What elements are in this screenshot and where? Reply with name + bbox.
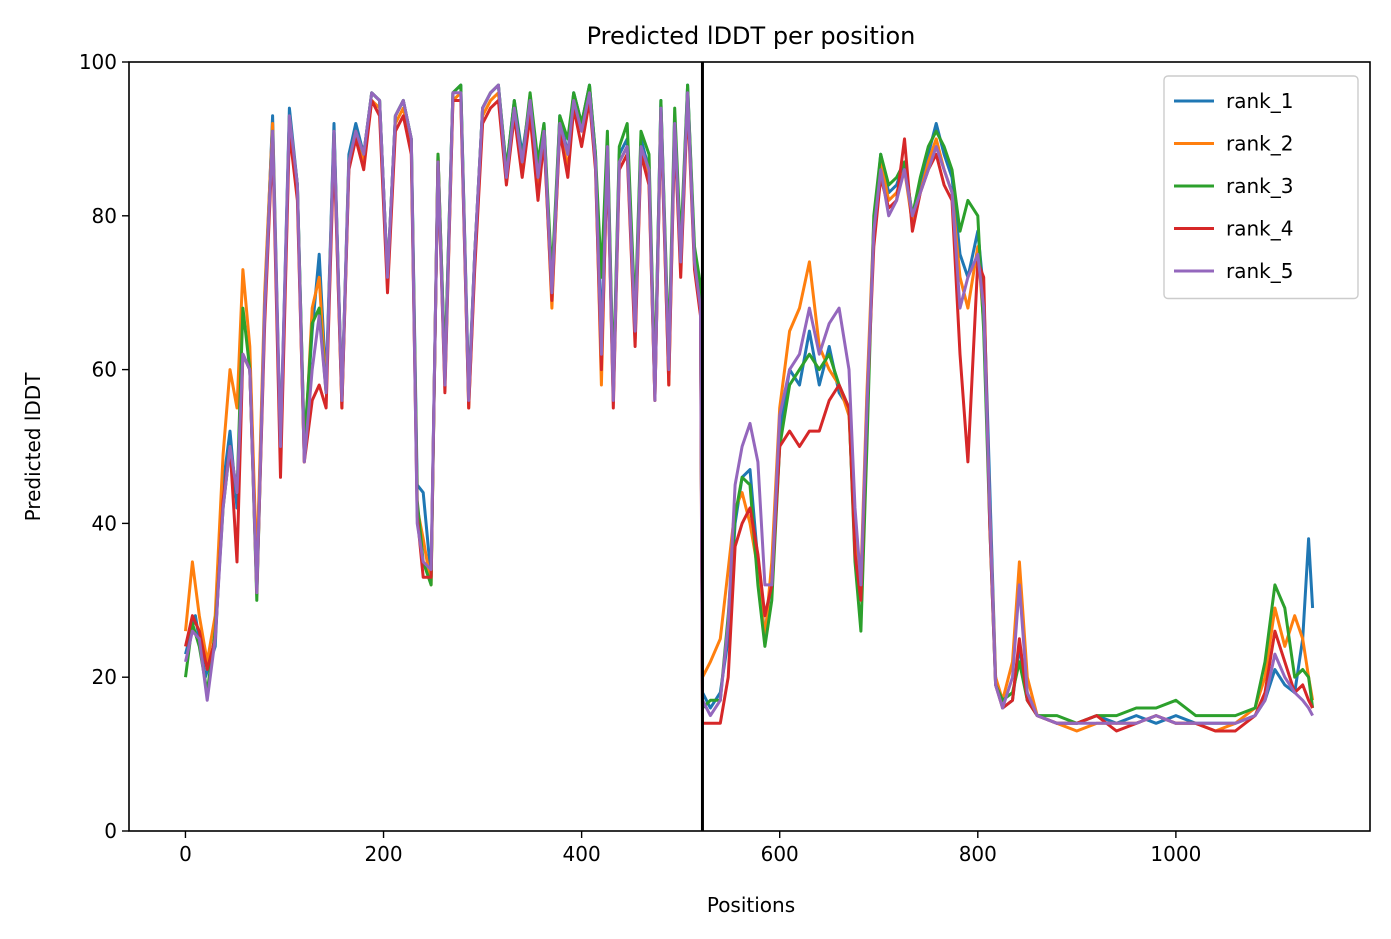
y-tick-label: 20 bbox=[92, 665, 117, 689]
series-line-rank_1 bbox=[184, 83, 1315, 725]
y-tick-label: 80 bbox=[92, 204, 117, 228]
legend: rank_1 rank_2 rank_3 rank_4 rank_5 bbox=[1163, 75, 1359, 300]
series-line-rank_3 bbox=[184, 83, 1315, 725]
legend-label: rank_5 bbox=[1226, 259, 1293, 283]
x-axis-ticks: 0 200 400 600 800 1000 bbox=[179, 831, 1201, 866]
x-tick-label: 400 bbox=[563, 842, 601, 866]
legend-label: rank_1 bbox=[1226, 89, 1293, 113]
y-tick-label: 40 bbox=[92, 511, 117, 535]
x-tick-label: 800 bbox=[959, 842, 997, 866]
plot-frame bbox=[128, 61, 1371, 832]
y-axis-ticks: 0 20 40 60 80 100 bbox=[79, 50, 129, 843]
series-layer bbox=[184, 83, 1315, 733]
x-tick-label: 600 bbox=[761, 842, 799, 866]
y-tick-label: 0 bbox=[104, 819, 117, 843]
legend-label: rank_3 bbox=[1226, 174, 1293, 198]
legend-label: rank_2 bbox=[1226, 132, 1293, 156]
y-tick-label: 100 bbox=[79, 50, 117, 74]
x-tick-label: 0 bbox=[179, 842, 192, 866]
legend-box bbox=[1163, 75, 1359, 300]
y-tick-label: 60 bbox=[92, 358, 117, 382]
x-axis-label: Positions bbox=[707, 893, 795, 917]
chart-title: Predicted lDDT per position bbox=[587, 22, 916, 50]
series-line-rank_4 bbox=[184, 99, 1314, 733]
x-tick-label: 200 bbox=[364, 842, 402, 866]
series-line-rank_2 bbox=[184, 91, 1315, 733]
legend-label: rank_4 bbox=[1226, 217, 1293, 241]
series-line-rank_5 bbox=[184, 83, 1314, 725]
x-tick-label: 1000 bbox=[1150, 842, 1201, 866]
y-axis-label: Predicted lDDT bbox=[21, 372, 45, 522]
